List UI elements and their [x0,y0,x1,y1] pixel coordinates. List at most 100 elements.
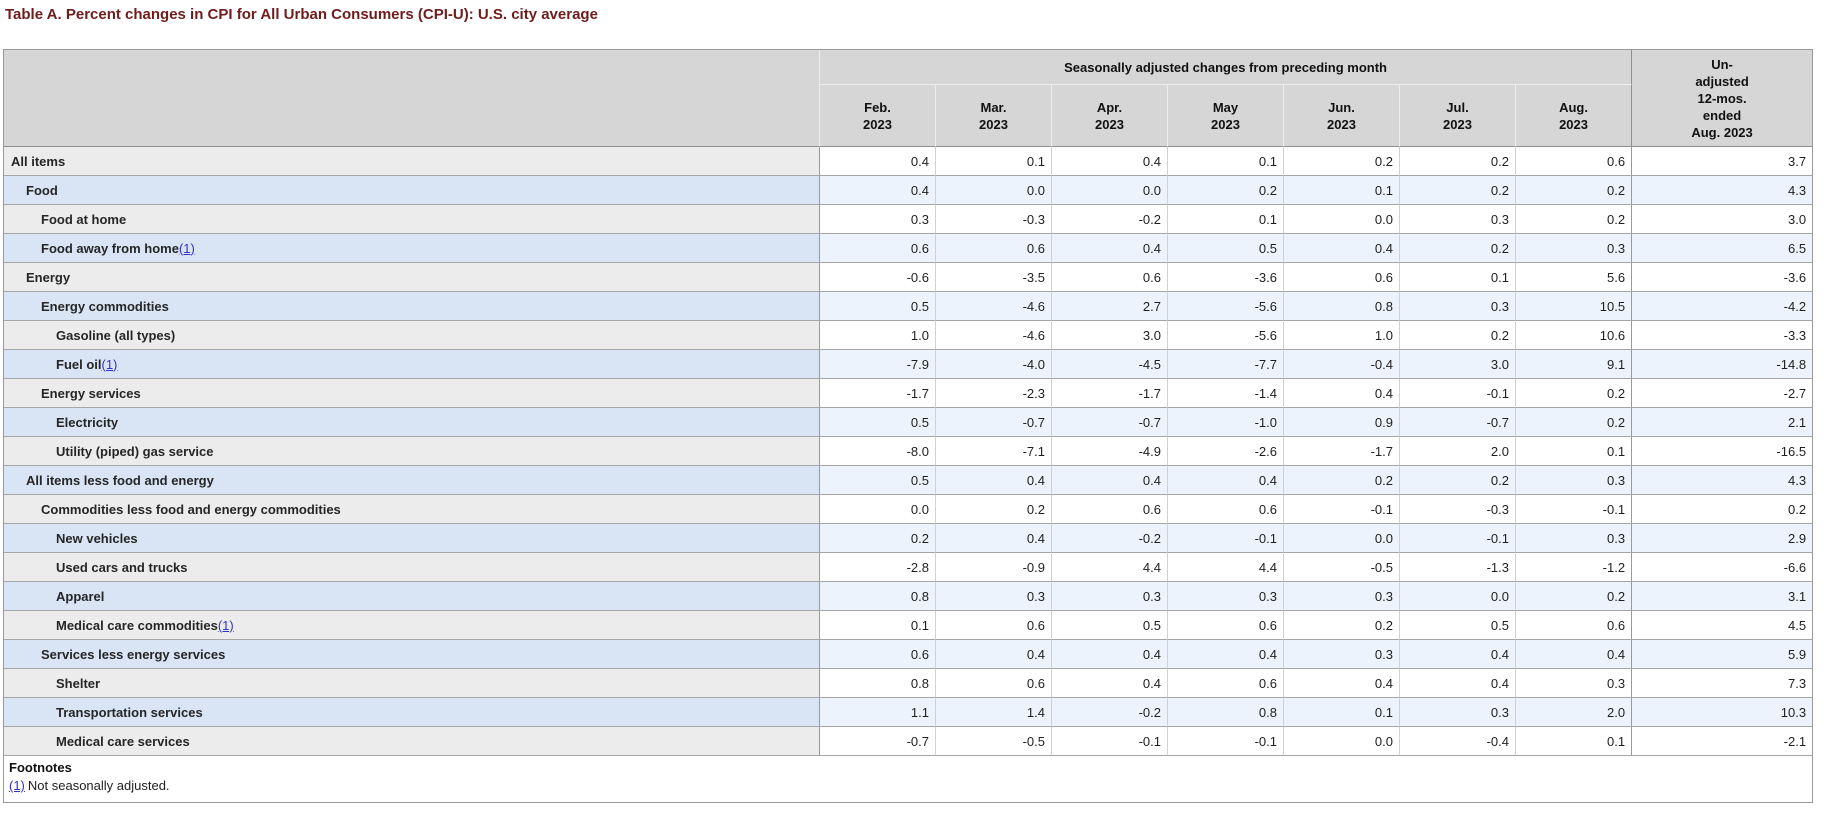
value-cell: 0.1 [1168,205,1284,234]
row-label-cell: Gasoline (all types) [4,321,820,350]
value-cell-12mo: 2.9 [1632,524,1814,553]
row-footnote-link[interactable]: (1) [217,617,234,633]
row-label: Apparel [56,588,105,604]
footnotes-row: Footnotes (1) Not seasonally adjusted. [4,756,1814,803]
value-cell: 0.1 [1168,147,1284,176]
value-cell: -2.8 [820,553,936,582]
table-row: Energy -0.6 -3.5 0.6 -3.6 0.6 0.1 5.6 -3.6 [4,263,1814,292]
month-column-header: Feb. 2023 [820,85,936,147]
row-label: Utility (piped) gas service [56,443,214,459]
value-cell: 0.6 [1516,147,1633,176]
value-cell: -0.2 [1052,698,1168,727]
value-cell: 1.0 [820,321,936,350]
value-cell: 0.5 [1168,234,1284,263]
row-footnote-link[interactable]: (1) [101,356,118,372]
value-cell: -0.1 [1168,524,1284,553]
row-label: Medical care commodities [56,617,218,633]
row-label: Used cars and trucks [56,559,188,575]
row-label: Energy commodities [41,298,169,314]
table-row: Energy services -1.7 -2.3 -1.7 -1.4 0.4 -0.1 0.… [4,379,1814,408]
value-cell: 0.0 [1400,582,1516,611]
value-cell: 0.8 [820,669,936,698]
value-cell-12mo: -2.1 [1632,727,1814,756]
table-row: Commodities less food and energy commodi… [4,495,1814,524]
footnotes-heading: Footnotes [9,760,72,775]
value-cell: 0.2 [1516,408,1633,437]
footnote-marker-link[interactable]: (1) [9,778,25,793]
value-cell: 10.5 [1516,292,1633,321]
row-label: Services less energy services [41,646,226,662]
unadjusted-column-header: Un- adjusted 12-mos. ended Aug. 2023 [1632,50,1814,147]
row-label: Food at home [41,211,127,227]
value-cell: -0.7 [936,408,1052,437]
table-row: Medical care commodities(1) 0.1 0.6 0.5 0.6 0… [4,611,1814,640]
value-cell: 0.2 [1400,147,1516,176]
value-cell: 0.6 [1284,263,1400,292]
row-label-cell: Apparel [4,582,820,611]
value-cell: -4.6 [936,321,1052,350]
value-cell: -8.0 [820,437,936,466]
table-row: Transportation services 1.1 1.4 -0.2 0.8 0.1 0… [4,698,1814,727]
table-row: All items less food and energy 0.5 0.4 0.4 0… [4,466,1814,495]
row-label: Shelter [56,675,101,691]
table-body: All items 0.4 0.1 0.4 0.1 0.2 0.2 0.6 3.7 Food 0.4… [4,147,1814,756]
value-cell-12mo: -2.7 [1632,379,1814,408]
value-cell: 0.3 [1516,466,1633,495]
value-cell: 0.8 [1168,698,1284,727]
row-footnote-link[interactable]: (1) [178,240,195,256]
value-cell: 0.1 [820,611,936,640]
month-column-header: Apr. 2023 [1052,85,1168,147]
value-cell: 0.1 [1516,437,1633,466]
value-cell: -1.4 [1168,379,1284,408]
value-cell: 1.4 [936,698,1052,727]
value-cell: 2.0 [1516,698,1633,727]
value-cell: -1.7 [820,379,936,408]
value-cell: -0.1 [1400,524,1516,553]
value-cell: -1.7 [1284,437,1400,466]
value-cell: 0.0 [936,176,1052,205]
value-cell: 0.6 [1168,669,1284,698]
value-cell: 4.4 [1052,553,1168,582]
value-cell-12mo: -3.6 [1632,263,1814,292]
month-column-header: Aug. 2023 [1516,85,1633,147]
value-cell-12mo: 4.5 [1632,611,1814,640]
value-cell: 0.4 [1052,147,1168,176]
value-cell: 0.2 [1400,176,1516,205]
row-label-cell: New vehicles [4,524,820,553]
value-cell: -3.6 [1168,263,1284,292]
row-label: Food [26,182,58,198]
value-cell: 0.3 [820,205,936,234]
table-row: Electricity 0.5 -0.7 -0.7 -1.0 0.9 -0.7 0.2 2.1 [4,408,1814,437]
value-cell: 0.4 [1400,640,1516,669]
row-label-cell: Transportation services [4,698,820,727]
value-cell: 0.2 [1284,147,1400,176]
table-row: Medical care services -0.7 -0.5 -0.1 -0.1 0.0… [4,727,1814,756]
row-label-cell: Fuel oil(1) [4,350,820,379]
value-cell: -1.3 [1400,553,1516,582]
value-cell: 0.2 [1516,582,1633,611]
value-cell: 0.4 [1052,669,1168,698]
value-cell: 0.2 [1400,466,1516,495]
value-cell-12mo: 7.3 [1632,669,1814,698]
value-cell: -0.7 [1400,408,1516,437]
value-cell: -0.7 [1052,408,1168,437]
value-cell: -1.0 [1168,408,1284,437]
value-cell: -0.4 [1400,727,1516,756]
value-cell: 0.3 [1400,205,1516,234]
value-cell: 0.2 [1400,234,1516,263]
group-header: Seasonally adjusted changes from precedi… [820,50,1633,85]
table-header: Seasonally adjusted changes from precedi… [4,50,1814,147]
value-cell: 0.6 [1052,263,1168,292]
table-row: All items 0.4 0.1 0.4 0.1 0.2 0.2 0.6 3.7 [4,147,1814,176]
value-cell: 9.1 [1516,350,1633,379]
value-cell: 0.5 [1052,611,1168,640]
table-row: Energy commodities 0.5 -4.6 2.7 -5.6 0.8 0.3 10… [4,292,1814,321]
value-cell: 0.3 [1516,669,1633,698]
value-cell: -2.3 [936,379,1052,408]
value-cell: 0.0 [1284,727,1400,756]
value-cell: 0.3 [1400,292,1516,321]
value-cell: 0.3 [1284,640,1400,669]
value-cell: -0.5 [1284,553,1400,582]
row-label-cell: All items [4,147,820,176]
value-cell: -0.1 [1168,727,1284,756]
